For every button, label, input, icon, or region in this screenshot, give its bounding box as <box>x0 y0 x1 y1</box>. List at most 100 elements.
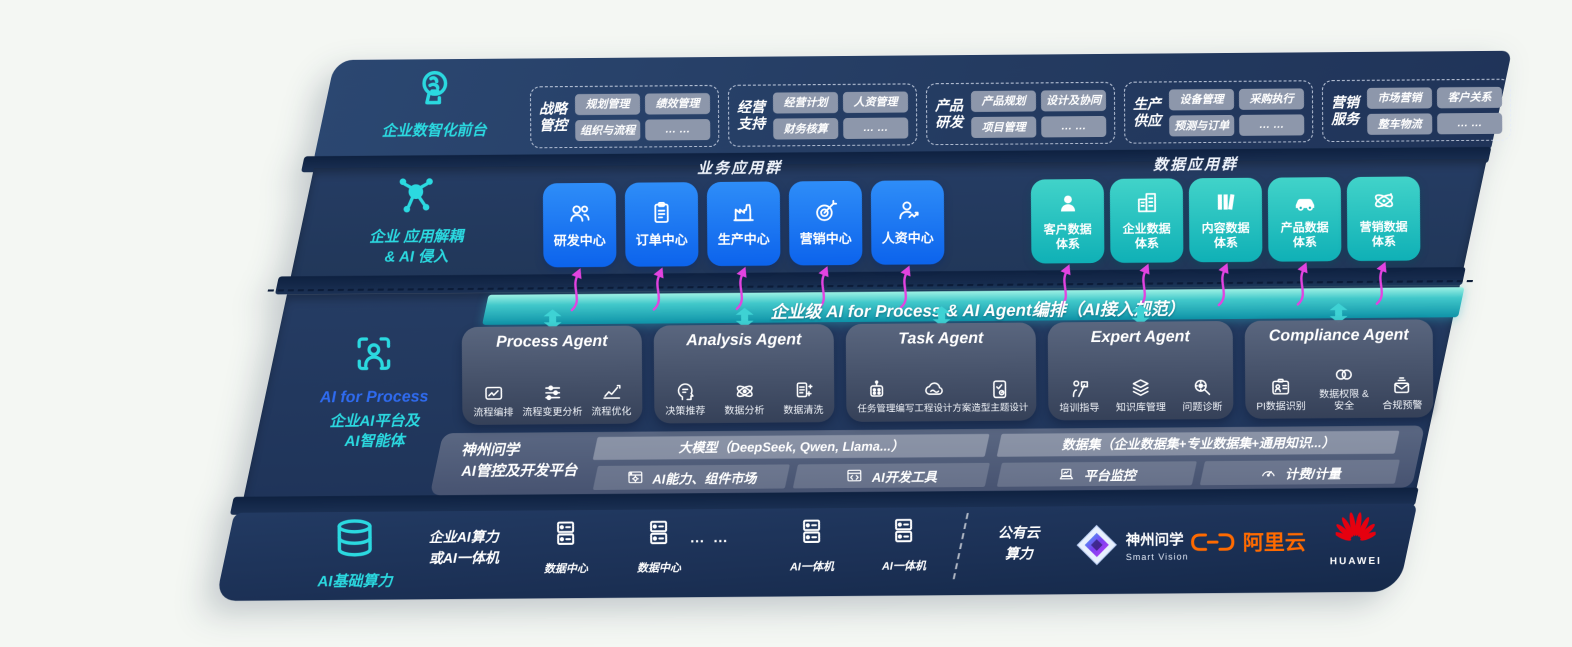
group-title: 营销服务 <box>1330 93 1360 128</box>
chip: 预测与订单 <box>1169 114 1235 136</box>
laptop-icon <box>1060 468 1074 480</box>
front-office-row: 企业数智化前台 战略管控 规划管理 绩效管理 组织与流程 … … 经营支持 经营… <box>334 57 1512 156</box>
chip: 设计及协同 <box>1040 89 1107 111</box>
flow-arrow-icon <box>817 266 829 310</box>
cell-dev-tools: AI开发工具 <box>795 463 987 489</box>
chip: 财务核算 <box>773 117 839 140</box>
infra-label: AI基础算力 <box>317 572 393 591</box>
tile-production-center: 生产中心 <box>706 181 781 267</box>
front-office-label: 企业数智化前台 <box>381 121 487 140</box>
hr-icon <box>899 201 919 220</box>
huawei-logo: HUAWEI <box>1309 512 1401 568</box>
flow-arrow-icon <box>1217 262 1229 307</box>
chip: 人资管理 <box>842 91 909 113</box>
workflow-icon <box>484 386 502 400</box>
person-icon <box>1060 195 1075 212</box>
dataset-bar: 数据集（企业数据集+专业数据集+通用知识...） <box>999 431 1397 457</box>
platform-dataset-column: 数据集（企业数据集+专业数据集+通用知识...） 平台监控 计费/计量 <box>999 431 1397 487</box>
flow-arrow-icon <box>1375 261 1387 306</box>
cell-monitor: 平台监控 <box>999 461 1194 487</box>
atom-icon <box>736 384 753 397</box>
chip: 绩效管理 <box>644 92 711 115</box>
tile-content-data: 内容数据体系 <box>1188 177 1263 263</box>
ai-appliance-node: AI一体机 <box>864 515 944 574</box>
agent-rail-title: AI for Process <box>319 388 429 407</box>
flow-arrow-icon <box>735 266 747 311</box>
tile-marketing-data: 营销数据体系 <box>1346 176 1421 262</box>
datacenter-node: 数据中心 <box>619 517 699 576</box>
tile-hr-center: 人资中心 <box>870 180 945 265</box>
chip: … … <box>843 117 909 139</box>
decision-icon <box>677 382 694 400</box>
flow-arrow-icon <box>1138 263 1150 307</box>
front-office-groups: 战略管控 规划管理 绩效管理 组织与流程 … … 经营支持 经营计划 人资管理 … <box>529 78 1512 149</box>
compliance-agent-box: Compliance Agent PI数据识别 数据权限 & 安全 合规预警 <box>1244 319 1434 419</box>
flow-arrow-icon <box>570 268 582 312</box>
chip: 采购执行 <box>1238 87 1305 110</box>
business-group-header: 业务应用群 <box>697 159 783 178</box>
sliders-icon <box>544 385 560 400</box>
tile-enterprise-data: 企业数据体系 <box>1109 178 1184 263</box>
tile-order-center: 订单中心 <box>624 182 699 267</box>
app-layer-rail: 企业 应用解耦 & AI 侵入 <box>338 173 495 267</box>
window-gear-icon <box>628 471 643 484</box>
model-bar: 大模型（DeepSeek, Qwen, Llama...） <box>595 434 987 460</box>
huawei-flower-icon <box>1334 512 1377 541</box>
chip: 设备管理 <box>1168 88 1235 110</box>
front-office-rail: 企业数智化前台 <box>360 65 509 142</box>
chip: 客户关系 <box>1436 86 1503 108</box>
car-icon <box>1295 198 1314 211</box>
chip: 市场营销 <box>1366 86 1433 109</box>
chip: … … <box>1239 113 1305 136</box>
ai-appliance-node: AI一体机 <box>772 516 852 575</box>
aliyun-bracket-icon <box>1191 533 1235 551</box>
gauge-icon <box>1261 470 1275 477</box>
tile-customer-data: 客户数据体系 <box>1030 178 1105 264</box>
expert-agent-box: Expert Agent 培训指导 知识库管理 问题诊断 <box>1047 320 1234 421</box>
molecule-icon <box>399 178 433 213</box>
szwx-logo: 神州问学 Smart Vision <box>1076 523 1189 566</box>
task-agent-box: Task Agent 任务管理 编写工程设计方案 造型主题设计 <box>845 322 1037 422</box>
server-icon <box>650 520 668 545</box>
group-strategy: 战略管控 规划管理 绩效管理 组织与流程 … … <box>529 84 720 149</box>
platform-model-column: 大模型（DeepSeek, Qwen, Llama...） AI能力、组件市场 … <box>595 434 987 490</box>
chip: … … <box>1437 112 1503 134</box>
group-product: 产品研发 产品规划 设计及协同 项目管理 … … <box>925 81 1116 146</box>
agent-rail: AI for Process 企业AI平台及 AI智能体 <box>298 331 451 451</box>
window-code-icon <box>847 469 862 482</box>
id-card-icon <box>1272 378 1290 395</box>
architecture-diagram: 企业数智化前台 战略管控 规划管理 绩效管理 组织与流程 … … 经营支持 经营… <box>215 50 1516 601</box>
infra-rail: AI基础算力 <box>287 515 422 592</box>
chip: 项目管理 <box>971 115 1037 138</box>
training-icon <box>1072 379 1088 397</box>
target-icon <box>816 200 838 222</box>
alert-mail-icon <box>1394 376 1410 393</box>
business-tiles: 研发中心 订单中心 生产中心 <box>542 180 945 268</box>
server-icon <box>803 519 821 543</box>
agent-rail-line2: 企业AI平台及 <box>329 412 420 431</box>
cell-billing: 计费/计量 <box>1202 460 1397 486</box>
group-marketing: 营销服务 市场营销 客户关系 整车物流 … … <box>1321 78 1512 143</box>
content-icon <box>1217 194 1234 210</box>
agent-boxes: Process Agent 流程编排 流程变更分析 流程优化 Analysis … <box>461 319 1434 426</box>
infra-row: AI基础算力 企业AI算力 或AI一体机 数据中心 数据中心 … … AI一体机… <box>237 508 1415 601</box>
scan-person-icon <box>357 337 391 371</box>
public-cloud-label: 公有云 算力 <box>997 524 1040 562</box>
flow-arrow-icon <box>899 265 911 309</box>
datacenter-node: 数据中心 <box>526 518 606 577</box>
compute-label: 企业AI算力 或AI一体机 <box>428 528 499 567</box>
process-agent-box: Process Agent 流程编排 流程变更分析 流程优化 <box>461 325 643 426</box>
app-rail-line1: 企业 应用解耦 <box>369 227 464 246</box>
tile-marketing-center: 营销中心 <box>788 180 863 266</box>
group-title: 生产供应 <box>1132 95 1162 129</box>
layers-icon <box>1132 378 1149 396</box>
cloud-edit-icon <box>924 382 943 396</box>
group-supply: 生产供应 设备管理 采购执行 预测与订单 … … <box>1123 80 1314 144</box>
group-title: 经营支持 <box>736 98 766 132</box>
server-icon <box>557 521 575 545</box>
optimize-icon <box>602 384 621 399</box>
design-tablet-icon <box>993 380 1007 399</box>
flow-arrow-icon <box>1059 264 1071 308</box>
building-icon <box>1137 193 1156 213</box>
clipboard-icon <box>654 202 669 224</box>
